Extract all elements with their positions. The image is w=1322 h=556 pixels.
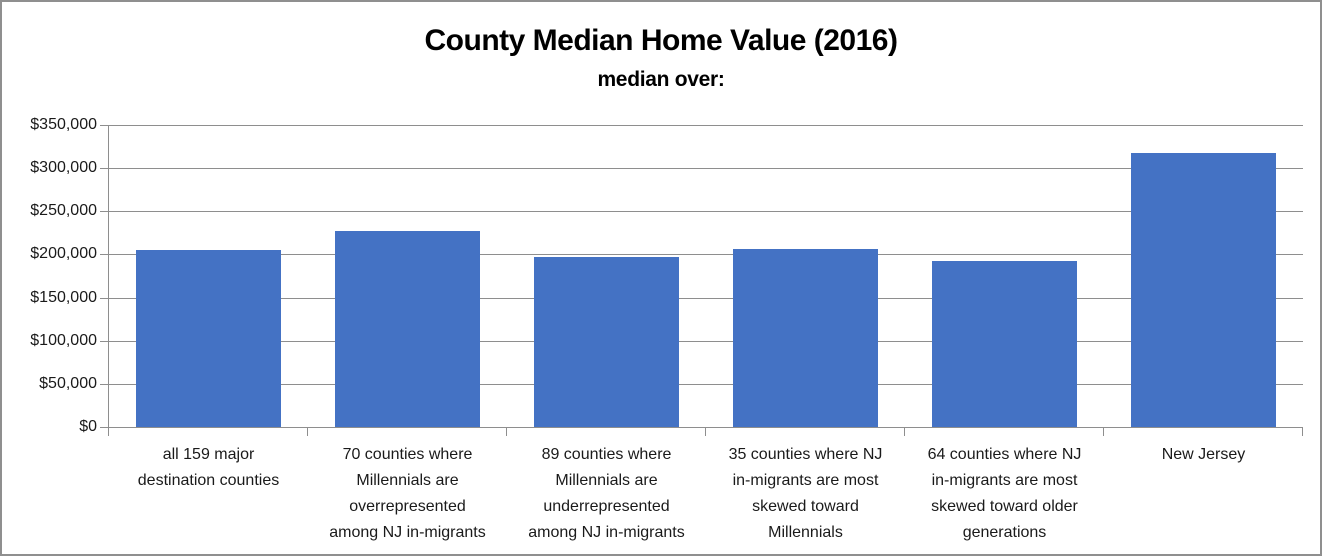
x-axis-category-label: 35 counties where NJ in-migrants are mos…	[728, 446, 883, 541]
bar-slot	[507, 125, 706, 427]
gridline	[109, 168, 1303, 169]
x-axis-tick	[705, 427, 706, 436]
y-axis-tick	[100, 211, 108, 212]
y-axis-tick	[100, 427, 108, 428]
bar-slot	[706, 125, 905, 427]
y-axis-tick	[100, 125, 108, 126]
x-axis-line	[109, 427, 1303, 428]
bar-1	[135, 250, 282, 427]
x-axis-tick	[1103, 427, 1104, 436]
x-axis-tick	[903, 427, 905, 436]
chart-subtitle: median over:	[597, 68, 725, 91]
x-axis-category-label: New Jersey	[1161, 446, 1246, 463]
gridline	[109, 384, 1303, 385]
bar-slot	[1104, 125, 1303, 427]
gridline	[109, 341, 1303, 342]
bar-slot	[308, 125, 507, 427]
x-axis-tick	[306, 427, 308, 436]
y-axis-tick-label: $50,000	[39, 375, 97, 392]
bar-6	[1130, 153, 1277, 427]
y-axis-tick	[100, 168, 108, 169]
x-axis-tick	[1302, 427, 1303, 436]
y-axis-tick-label: $350,000	[30, 116, 97, 133]
bar-2	[334, 231, 481, 427]
bar-4	[732, 249, 879, 427]
y-axis-tick	[100, 298, 108, 299]
y-axis-tick-label: $100,000	[30, 332, 97, 349]
bar-slot	[905, 125, 1104, 427]
gridline	[109, 298, 1303, 299]
y-axis-tick-label: $150,000	[30, 289, 97, 306]
chart-title: County Median Home Value (2016)	[424, 24, 898, 57]
y-axis-tick-label: $200,000	[30, 245, 97, 262]
y-axis-line	[108, 125, 109, 436]
x-axis-category-label: 70 counties where Millennials are overre…	[329, 446, 486, 541]
y-axis-tick-label: $250,000	[30, 202, 97, 219]
x-axis-category-label: all 159 major destination counties	[137, 446, 280, 489]
bar-slot	[109, 125, 308, 427]
y-axis-tick-label: $0	[79, 418, 97, 435]
y-axis-tick-label: $300,000	[30, 159, 97, 176]
gridline	[109, 211, 1303, 212]
plot-area	[100, 125, 1303, 436]
gridline	[109, 254, 1303, 255]
x-axis-tick	[505, 427, 507, 436]
x-axis-category-label: 89 counties where Millennials are underr…	[528, 446, 685, 541]
gridline	[109, 125, 1303, 126]
y-axis-tick	[100, 384, 108, 385]
bar-3	[533, 257, 680, 427]
x-axis-labels: all 159 major destination counties 70 cou…	[109, 442, 1303, 546]
y-axis-labels: $0 $50,000 $100,000 $150,000 $200,000 $250,00…	[2, 116, 97, 435]
y-axis-tick	[100, 341, 108, 342]
y-axis-tick	[100, 254, 108, 255]
bar-5	[931, 261, 1078, 427]
x-axis-category-label: 64 counties where NJ in-migrants are mos…	[927, 446, 1082, 541]
bars-layer	[109, 125, 1303, 427]
